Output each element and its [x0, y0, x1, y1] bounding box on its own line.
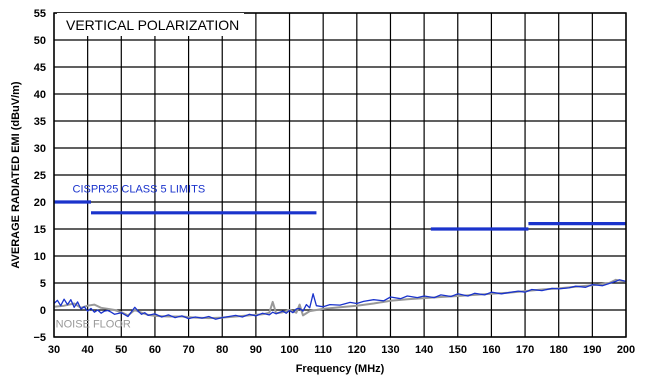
y-tick-label: 10	[34, 251, 46, 263]
title-box	[57, 13, 244, 36]
annotations: NOISE FLOOR CISPR25 CLASS 5 LIMITS	[56, 184, 205, 331]
y-tick-label: 50	[34, 35, 46, 47]
y-tick-label: 20	[34, 197, 46, 209]
x-tick-label: 50	[115, 344, 127, 356]
x-tick-label: 180	[550, 344, 568, 356]
x-tick-label: 30	[48, 344, 60, 356]
y-tick-label: 30	[34, 143, 46, 155]
x-tick-label: 160	[482, 344, 500, 356]
x-tick-label: 200	[617, 344, 635, 356]
y-axis-label: AVERAGE RADIATED EMI (dBuV/m)	[10, 81, 22, 269]
limit-lines	[54, 200, 626, 231]
y-tick-label: 15	[34, 224, 46, 236]
x-tick-label: 120	[348, 344, 366, 356]
y-tick-label: 40	[34, 89, 46, 101]
x-tick-label: 70	[182, 344, 194, 356]
annotation-1: CISPR25 CLASS 5 LIMITS	[73, 184, 206, 196]
x-tick-label: 90	[250, 344, 262, 356]
x-tick-labels: 30 40 50 60 70 80 90 100 110 120 130 140 150 160 170 18…	[48, 344, 635, 356]
x-tick-label: 110	[314, 344, 332, 356]
x-tick-label: 140	[415, 344, 433, 356]
y-tick-label: 5	[40, 278, 46, 290]
y-tick-label: 45	[34, 62, 46, 74]
annotation-0: NOISE FLOOR	[56, 319, 131, 331]
plot-frame	[53, 12, 627, 338]
x-tick-label: 170	[516, 344, 534, 356]
y-tick-labels: −5 0 5 10 15 20 25 30 35 40 45 50 55	[33, 8, 46, 344]
y-tick-label: 25	[34, 170, 46, 182]
x-tick-label: 100	[280, 344, 298, 356]
y-tick-label: 0	[40, 305, 46, 317]
series-layer	[53, 278, 627, 320]
y-tick-label: 35	[34, 116, 46, 128]
series-line-1	[53, 279, 627, 320]
x-tick-label: 80	[216, 344, 228, 356]
x-tick-label: 40	[82, 344, 94, 356]
x-axis-label: Frequency (MHz)	[296, 363, 385, 375]
x-tick-label: 150	[449, 344, 467, 356]
chart-title: VERTICAL POLARIZATION	[66, 17, 239, 33]
x-tick-label: 60	[149, 344, 161, 356]
x-tick-label: 130	[381, 344, 399, 356]
y-tick-label: 55	[34, 8, 46, 20]
y-tick-label: −5	[33, 332, 46, 344]
x-tick-label: 190	[583, 344, 601, 356]
